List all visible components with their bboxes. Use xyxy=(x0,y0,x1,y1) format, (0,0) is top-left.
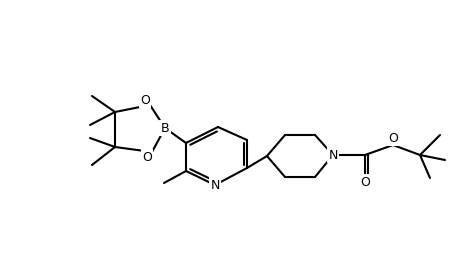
Text: O: O xyxy=(360,176,370,188)
Text: B: B xyxy=(161,122,169,134)
Text: N: N xyxy=(210,179,220,192)
Text: O: O xyxy=(140,94,150,106)
Text: N: N xyxy=(328,148,338,162)
Text: O: O xyxy=(388,132,398,144)
Text: O: O xyxy=(142,151,152,164)
